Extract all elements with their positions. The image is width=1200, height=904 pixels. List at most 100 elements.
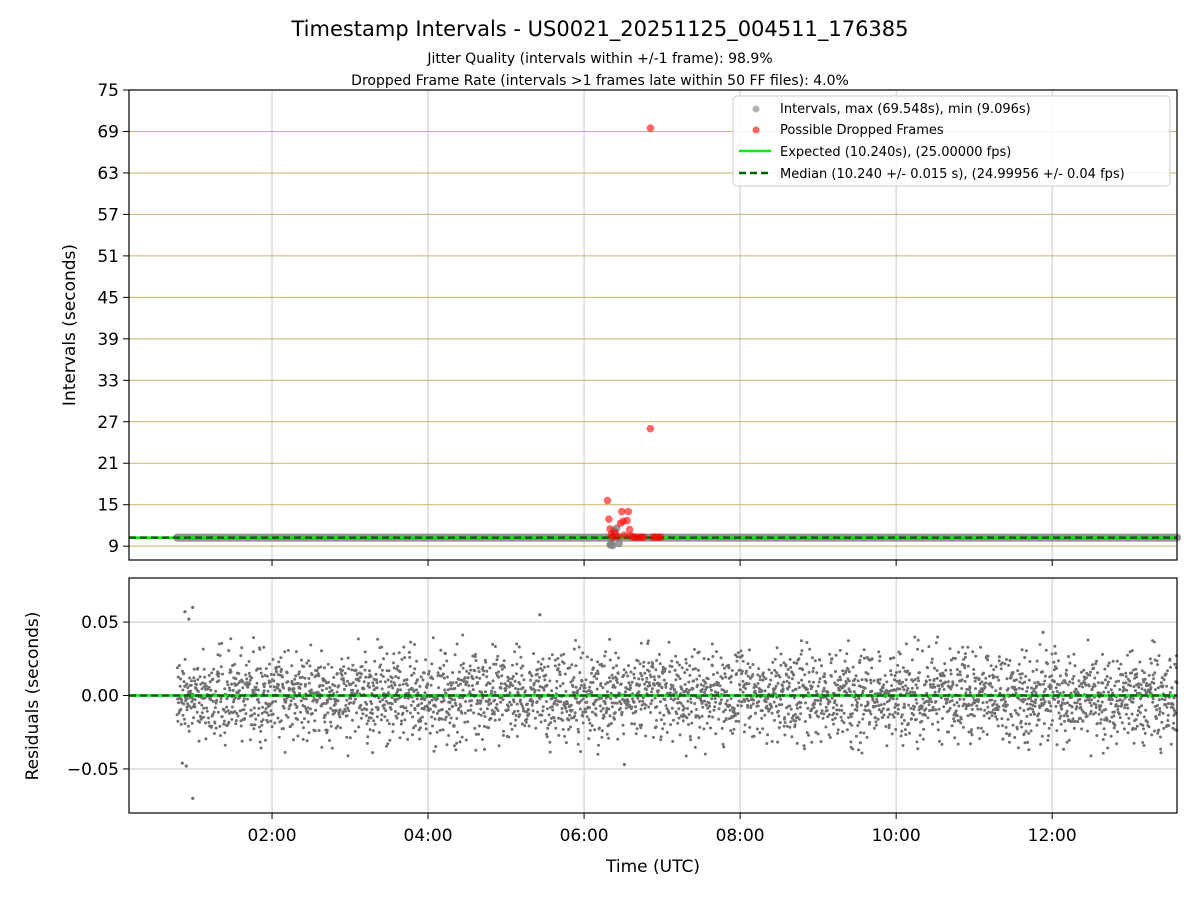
- residual-point: [201, 647, 205, 651]
- residual-point: [430, 662, 434, 666]
- residual-point: [752, 686, 756, 690]
- residual-point: [351, 688, 355, 692]
- residual-point: [340, 673, 344, 677]
- residual-point: [1105, 717, 1109, 721]
- residual-point: [943, 662, 947, 666]
- residual-point: [401, 711, 405, 715]
- residual-point: [606, 690, 609, 694]
- residual-point: [1035, 668, 1039, 672]
- residual-point: [344, 704, 348, 707]
- residual-outlier-point: [180, 761, 184, 765]
- residual-point: [1059, 722, 1063, 726]
- residual-point: [248, 738, 252, 742]
- residual-point: [176, 719, 180, 723]
- residual-point: [1140, 704, 1144, 708]
- residual-point: [1057, 659, 1060, 663]
- residual-point: [345, 735, 349, 739]
- residual-point: [493, 698, 497, 702]
- residual-point: [709, 726, 712, 730]
- residual-point: [534, 679, 538, 683]
- residual-point: [664, 685, 668, 689]
- residual-point: [330, 665, 334, 669]
- residual-point: [815, 709, 819, 713]
- residual-point: [1169, 742, 1173, 746]
- residual-point: [345, 698, 349, 702]
- residual-point: [1078, 702, 1082, 706]
- residual-point: [994, 665, 998, 669]
- residual-point: [1137, 685, 1141, 689]
- residual-point: [215, 698, 219, 702]
- residual-point: [1043, 700, 1047, 704]
- residual-point: [304, 697, 308, 701]
- residual-point: [697, 650, 701, 654]
- residual-point: [590, 710, 594, 714]
- residual-point: [794, 719, 798, 723]
- residual-point: [325, 731, 329, 735]
- residual-point: [588, 685, 592, 689]
- residual-point: [661, 727, 664, 731]
- residual-point: [859, 703, 863, 707]
- residual-point: [881, 715, 885, 719]
- residual-point: [1151, 700, 1155, 704]
- residual-point: [763, 713, 767, 717]
- residual-point: [185, 682, 189, 686]
- residual-point: [390, 676, 394, 680]
- residual-point: [1031, 707, 1034, 711]
- residual-point: [1101, 751, 1105, 755]
- residual-point: [697, 736, 701, 740]
- residual-point: [828, 736, 832, 739]
- residual-point: [240, 739, 244, 743]
- residual-point: [663, 698, 667, 702]
- residual-point: [773, 657, 777, 661]
- residual-point: [539, 720, 543, 724]
- residual-point: [379, 680, 382, 684]
- residual-point: [1050, 723, 1053, 727]
- residual-point: [377, 731, 381, 734]
- residual-point: [822, 689, 826, 693]
- residual-point: [345, 714, 349, 718]
- residual-point: [1138, 660, 1142, 664]
- residual-point: [493, 645, 497, 648]
- residual-point: [386, 701, 390, 705]
- residual-point: [822, 686, 826, 690]
- residual-point: [739, 704, 743, 708]
- residual-point: [614, 651, 618, 655]
- residual-point: [338, 715, 342, 719]
- residual-point: [415, 697, 419, 701]
- residual-point: [1121, 699, 1125, 703]
- residual-point: [910, 686, 914, 690]
- residual-point: [431, 636, 435, 640]
- residual-point: [1097, 712, 1101, 716]
- residual-point: [381, 698, 385, 702]
- residual-point: [958, 670, 962, 674]
- residual-point: [824, 725, 828, 729]
- residual-point: [684, 661, 688, 665]
- residual-point: [1047, 734, 1050, 738]
- residual-point: [792, 661, 796, 665]
- residual-point: [785, 679, 789, 683]
- residual-point: [1116, 704, 1120, 708]
- residual-point: [451, 681, 455, 685]
- residual-point: [659, 700, 662, 704]
- residual-point: [230, 717, 234, 721]
- residual-point: [1122, 727, 1126, 731]
- residual-point: [254, 685, 258, 689]
- residual-point: [904, 684, 908, 688]
- residual-point: [709, 688, 713, 692]
- residual-point: [965, 704, 969, 708]
- residual-point: [849, 715, 853, 719]
- residual-point: [613, 701, 617, 705]
- residual-point: [410, 733, 414, 737]
- residual-point: [431, 724, 434, 728]
- residual-point: [1083, 699, 1087, 703]
- residual-point: [762, 675, 766, 679]
- residual-point: [277, 660, 281, 664]
- residual-point: [561, 728, 565, 731]
- residual-point: [847, 716, 850, 719]
- residual-point: [559, 653, 563, 657]
- residual-point: [1109, 676, 1113, 680]
- residual-point: [621, 723, 625, 727]
- residual-point: [748, 725, 752, 729]
- residual-point: [841, 730, 845, 734]
- residual-point: [564, 741, 568, 745]
